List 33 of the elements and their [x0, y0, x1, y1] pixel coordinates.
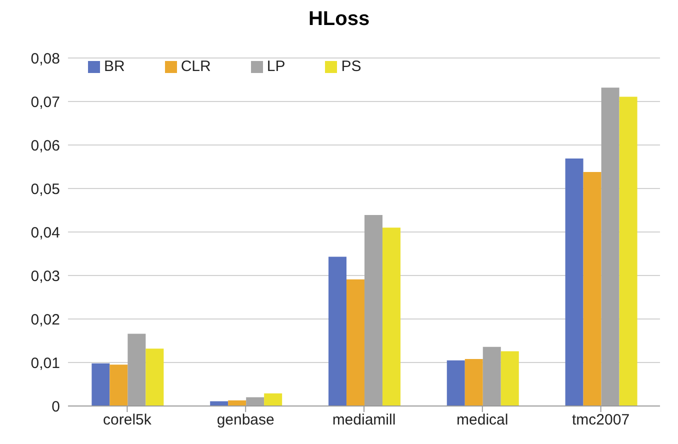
- bar: [500, 351, 519, 406]
- x-tick-label: mediamill: [332, 412, 396, 429]
- bar: [583, 172, 602, 406]
- legend-label: LP: [266, 58, 286, 75]
- y-tick-label: 0,06: [30, 137, 60, 154]
- y-tick-label: 0,08: [30, 50, 60, 68]
- chart-title: HLoss: [307, 8, 371, 32]
- bar: [382, 228, 400, 406]
- y-tick-label: 0,01: [30, 354, 60, 372]
- bar: [328, 256, 346, 406]
- bar: [446, 360, 465, 406]
- x-tick-label: tmc2007: [572, 412, 630, 429]
- x-tick-label: corel5k: [103, 412, 152, 429]
- y-tick-label: 0,04: [30, 224, 60, 242]
- bar: [346, 279, 364, 406]
- bar: [464, 359, 483, 406]
- legend-label: PS: [341, 58, 362, 75]
- y-tick-label: 0,02: [30, 311, 60, 328]
- y-tick-label: 0,05: [30, 180, 60, 198]
- y-tick-label: 0: [52, 398, 60, 416]
- x-tick-label: genbase: [216, 412, 274, 429]
- bar: [264, 393, 282, 406]
- legend-label: CLR: [180, 58, 211, 75]
- x-tick-label: medical: [456, 412, 508, 429]
- y-tick-label: 0,03: [30, 268, 60, 285]
- bar: [565, 158, 584, 406]
- bar: [146, 348, 164, 406]
- bar: [92, 363, 110, 406]
- y-tick-label: 0,07: [30, 94, 60, 111]
- legend-label: BR: [104, 58, 125, 75]
- bar: [110, 364, 128, 406]
- bar: [210, 401, 228, 406]
- bar: [619, 96, 638, 406]
